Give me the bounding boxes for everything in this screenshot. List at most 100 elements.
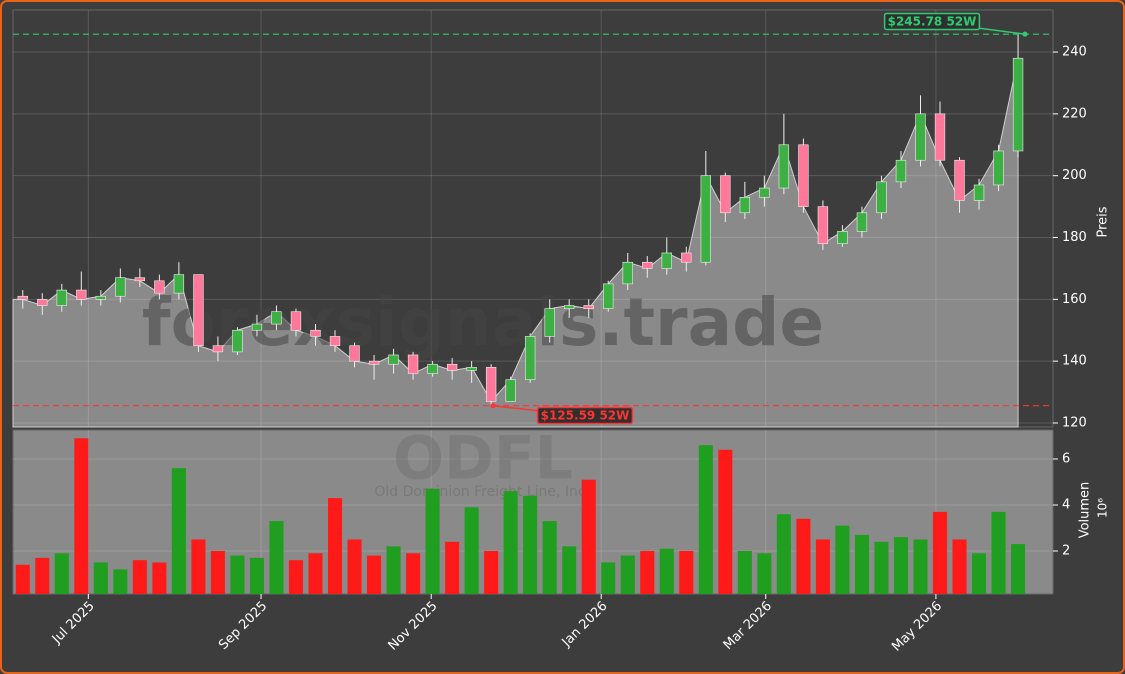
candle-body	[954, 159, 965, 201]
candle-body	[232, 329, 243, 353]
candle-body	[915, 113, 926, 161]
candle-body	[329, 336, 341, 347]
volume-bar	[932, 511, 948, 594]
volume-bar	[230, 555, 245, 594]
candle-body	[173, 274, 185, 294]
y-tick-label: 160	[1062, 292, 1087, 307]
volume-bar	[132, 560, 147, 594]
volume-bar	[952, 539, 967, 594]
volume-bar	[893, 537, 908, 594]
candle-body	[622, 261, 633, 285]
volume-bar	[93, 562, 108, 594]
volume-bar	[757, 553, 772, 594]
candle-body	[895, 159, 907, 183]
y2-tick-label: 4	[1062, 497, 1070, 512]
candle-body	[583, 305, 594, 309]
candle-body	[661, 252, 672, 269]
y-tick-label: 180	[1062, 230, 1087, 245]
volume-bar	[210, 550, 225, 594]
candle-body	[856, 212, 868, 232]
candle-body	[193, 274, 204, 347]
volume-bar	[854, 534, 869, 594]
volume-bar	[581, 479, 596, 594]
symbol-watermark: ODFL	[393, 424, 573, 494]
candle-body	[115, 277, 126, 297]
candle-body	[876, 181, 887, 214]
volume-bar	[835, 525, 850, 594]
candle-body	[798, 144, 809, 207]
volume-bar	[640, 550, 655, 594]
candle-body	[349, 345, 360, 362]
volume-bar	[269, 521, 284, 594]
volume-bar	[386, 546, 401, 594]
candle-body	[76, 289, 87, 300]
volume-bar	[776, 514, 791, 594]
candle-body	[95, 295, 107, 300]
y2-tick-label: 6	[1062, 451, 1070, 466]
volume-bar	[815, 539, 830, 594]
candle-body	[388, 354, 399, 365]
candle-body	[817, 206, 829, 244]
volume-bar	[54, 553, 69, 594]
volume-bar	[601, 562, 616, 594]
volume-bar	[152, 562, 167, 594]
y-tick-label: 220	[1062, 106, 1087, 121]
volume-bar	[972, 553, 987, 594]
candle-body	[466, 367, 477, 371]
volume-bar	[367, 555, 382, 594]
candle-body	[446, 363, 458, 371]
volume-bar	[15, 564, 30, 594]
candle-body	[837, 231, 848, 244]
candle-body	[720, 175, 731, 214]
candle-body	[212, 345, 224, 353]
volume-bar	[171, 468, 186, 594]
volume-bar	[523, 495, 538, 594]
volume-bar	[620, 555, 635, 594]
volume-bar	[249, 557, 264, 594]
candle-body	[603, 283, 614, 309]
volume-bar	[464, 507, 479, 594]
volume-bar	[74, 438, 89, 594]
volume-bar	[35, 557, 50, 594]
candle-body	[485, 367, 497, 402]
candle-body	[251, 323, 263, 331]
candle-body	[505, 379, 516, 402]
volume-bar	[562, 546, 577, 594]
y-tick-label: 200	[1062, 168, 1087, 183]
candle-body	[700, 175, 711, 263]
y2-multiplier: 10⁶	[1096, 498, 1110, 518]
volume-bar	[679, 550, 694, 594]
candle-body	[290, 311, 302, 331]
volume-bar	[874, 541, 889, 594]
candle-body	[934, 113, 946, 161]
arrow-head	[1022, 31, 1028, 37]
candle-body	[310, 329, 321, 337]
volume-bar	[425, 488, 440, 594]
level-label: $245.78 52W	[888, 15, 977, 29]
candle-body	[37, 299, 48, 306]
candle-body	[407, 354, 419, 374]
candle-body	[681, 252, 692, 263]
volume-bar	[1011, 544, 1026, 594]
y2-axis-label: Volumen	[1078, 482, 1093, 539]
volume-bar	[913, 539, 928, 594]
volume-bar	[796, 518, 811, 594]
volume-bar	[308, 553, 323, 594]
candle-body	[973, 184, 985, 201]
label-box	[883, 12, 981, 31]
volume-bar	[288, 560, 304, 594]
candle-body	[56, 289, 67, 306]
candle-body	[271, 311, 282, 325]
company-watermark: Old Dominion Freight Line, Inc	[374, 484, 585, 500]
candle-body	[759, 187, 770, 198]
volume-bar	[445, 541, 460, 594]
candle-body	[134, 277, 146, 282]
volume-bar	[113, 569, 128, 594]
y-axis-label: Preis	[1096, 206, 1111, 237]
volume-bar	[503, 491, 518, 594]
volume-bar	[191, 539, 206, 594]
candle-body	[427, 363, 438, 374]
volume-bar	[991, 511, 1006, 594]
y-tick-label: 140	[1062, 354, 1087, 369]
